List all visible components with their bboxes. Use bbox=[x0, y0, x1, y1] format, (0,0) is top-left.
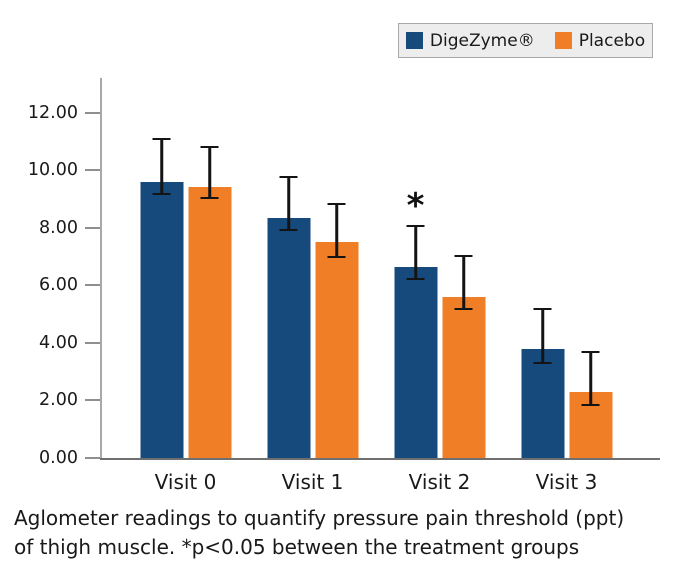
legend-swatch bbox=[554, 32, 572, 49]
bar-digezyme bbox=[394, 266, 437, 458]
bar-group: Visit 0 bbox=[122, 78, 249, 494]
bar-pair bbox=[140, 78, 231, 458]
y-axis-tick-label: 0.00 bbox=[39, 448, 78, 468]
y-axis-tick bbox=[85, 284, 100, 287]
bar-placebo bbox=[442, 296, 485, 458]
bar-wrap-placebo bbox=[188, 78, 231, 458]
y-axis-tick bbox=[85, 399, 100, 402]
y-axis-tick-label: 6.00 bbox=[39, 275, 78, 296]
error-bar-line bbox=[335, 205, 338, 256]
bar-placebo bbox=[315, 242, 358, 458]
error-bar-line bbox=[160, 140, 163, 193]
y-axis-tick bbox=[85, 226, 100, 229]
error-bar-line bbox=[414, 226, 417, 278]
error-bar bbox=[327, 203, 346, 258]
error-bar-line bbox=[541, 310, 544, 363]
bar-wrap-digezyme bbox=[521, 78, 564, 458]
legend: DigeZyme® Placebo bbox=[398, 23, 653, 58]
legend-label: Placebo bbox=[578, 30, 646, 51]
bar-wrap-digezyme bbox=[267, 78, 310, 458]
y-axis-tick bbox=[85, 111, 100, 114]
x-axis-label: Visit 0 bbox=[154, 470, 217, 494]
error-bar-line bbox=[462, 257, 465, 308]
plot-area: Visit 0 Visit 1 * Visit 2 Visit 3 0.00 2.00 4.… bbox=[28, 78, 660, 494]
x-axis-label: Visit 3 bbox=[535, 470, 598, 494]
y-axis-tick-label: 10.00 bbox=[27, 160, 78, 181]
bar-placebo bbox=[188, 187, 231, 458]
error-bar bbox=[279, 175, 298, 231]
bar-wrap-placebo bbox=[442, 78, 485, 458]
bar-wrap-digezyme: * bbox=[394, 78, 437, 458]
bar-pair bbox=[267, 78, 358, 458]
bar-wrap-digezyme bbox=[140, 78, 183, 458]
bar-digezyme bbox=[267, 217, 310, 458]
y-axis-tick bbox=[85, 341, 100, 344]
caption: Aglometer readings to quantify pressure … bbox=[14, 504, 678, 562]
error-bar bbox=[200, 145, 219, 199]
legend-label: DigeZyme® bbox=[429, 30, 535, 51]
bar-digezyme bbox=[140, 181, 183, 458]
y-axis-tick-label: 2.00 bbox=[39, 390, 78, 411]
caption-line-1: Aglometer readings to quantify pressure … bbox=[14, 506, 625, 530]
y-axis-tick bbox=[85, 169, 100, 172]
bar-pair: * bbox=[394, 78, 485, 458]
error-bar-line bbox=[589, 353, 592, 405]
significance-asterisk: * bbox=[406, 185, 425, 226]
y-axis-tick-label: 12.00 bbox=[27, 102, 78, 123]
legend-item-digezyme: DigeZyme® bbox=[405, 30, 535, 51]
caption-line-2: of thigh muscle. *p<0.05 between the tre… bbox=[14, 535, 580, 559]
bar-group: * Visit 2 bbox=[376, 78, 503, 494]
error-bar bbox=[152, 138, 171, 195]
bar-wrap-placebo bbox=[569, 78, 612, 458]
bar-wrap-placebo bbox=[315, 78, 358, 458]
error-bar bbox=[581, 351, 600, 407]
bars-container: Visit 0 Visit 1 * Visit 2 Visit 3 bbox=[122, 78, 630, 494]
legend-swatch bbox=[405, 32, 423, 49]
error-bar bbox=[533, 308, 552, 365]
bar-pair bbox=[521, 78, 612, 458]
bar-digezyme bbox=[521, 348, 564, 458]
error-bar bbox=[406, 224, 425, 280]
legend-item-placebo: Placebo bbox=[554, 30, 646, 51]
x-axis-line bbox=[100, 458, 660, 460]
bar-group: Visit 1 bbox=[249, 78, 376, 494]
x-axis-label: Visit 1 bbox=[281, 470, 344, 494]
y-axis-tick-label: 4.00 bbox=[39, 332, 78, 353]
error-bar-line bbox=[208, 147, 211, 197]
y-axis-tick-label: 8.00 bbox=[39, 217, 78, 238]
bar-group: Visit 3 bbox=[503, 78, 630, 494]
error-bar-line bbox=[287, 177, 290, 229]
y-axis-tick bbox=[85, 457, 100, 459]
error-bar bbox=[454, 255, 473, 310]
x-axis-label: Visit 2 bbox=[408, 470, 471, 494]
